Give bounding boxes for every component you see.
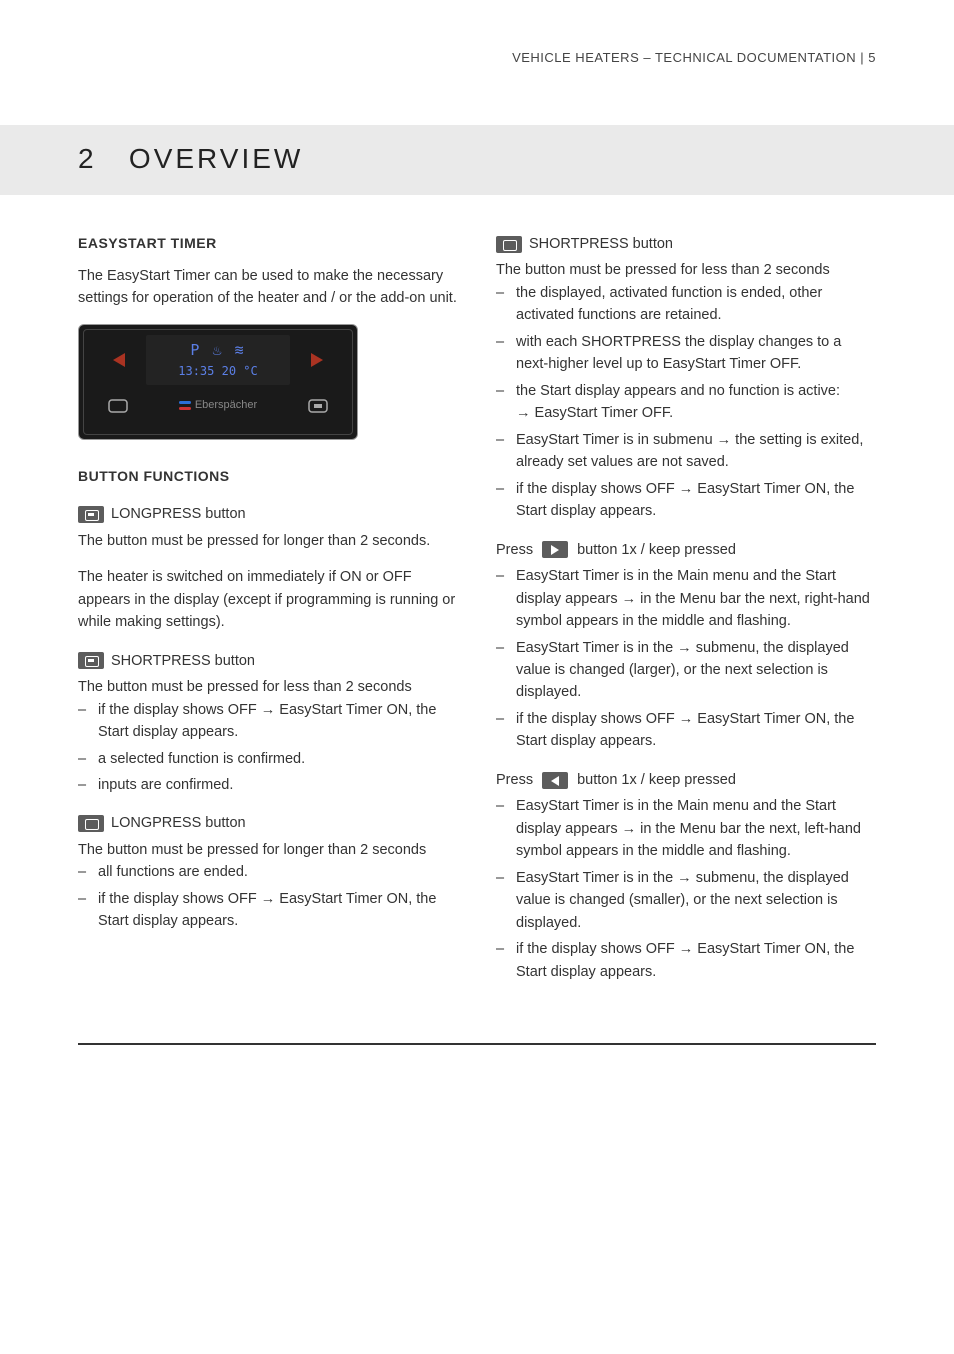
shortpress1-label: SHORTPRESS button — [111, 650, 255, 672]
list-item: inputs are confirmed. — [78, 774, 458, 796]
press-prefix: Press — [496, 539, 533, 561]
list-item: all functions are ended. — [78, 861, 458, 883]
back-button-icon — [496, 236, 522, 253]
list-subline: → EasyStart Timer OFF. — [516, 402, 876, 424]
list-item: EasyStart Timer is in the Main menu and … — [496, 565, 876, 632]
section-heading-easystart: EASYSTART TIMER — [78, 233, 458, 255]
shortpress2-label: SHORTPRESS button — [529, 233, 673, 255]
chapter-number: 2 — [78, 143, 97, 174]
back-button-icon — [78, 815, 104, 832]
list-item: if the display shows OFF → EasyStart Tim… — [78, 888, 458, 933]
forward-list: EasyStart Timer is in the Main menu and … — [496, 565, 876, 753]
device-left-arrow-icon — [90, 353, 146, 367]
list-item: EasyStart Timer is in the → submenu, the… — [496, 637, 876, 704]
longpress2-label: LONGPRESS button — [111, 812, 246, 834]
list-item: if the display shows OFF → EasyStart Tim… — [496, 708, 876, 753]
list-item: with each SHORTPRESS the display changes… — [496, 331, 876, 376]
right-arrow-icon — [542, 541, 568, 558]
section-heading-buttons: BUTTON FUNCTIONS — [78, 466, 458, 488]
brand-logo-icon — [179, 400, 191, 412]
longpress2-list: all functions are ended. if the display … — [78, 861, 458, 932]
list-item: the Start display appears and no functio… — [496, 380, 876, 425]
list-item: a selected function is confirmed. — [78, 748, 458, 770]
press-suffix: button 1x / keep pressed — [577, 769, 736, 791]
brand-text: Eberspächer — [195, 397, 257, 414]
lcd-line2: 13:35 20 °C — [146, 362, 290, 381]
list-item: if the display shows OFF → EasyStart Tim… — [496, 478, 876, 523]
list-item: EasyStart Timer is in the → submenu, the… — [496, 867, 876, 934]
list-item: EasyStart Timer is in the Main menu and … — [496, 795, 876, 862]
lcd-line1: P ♨ ≋ — [146, 339, 290, 362]
longpress2-p1: The button must be pressed for longer th… — [78, 839, 458, 861]
device-illustration: P ♨ ≋ 13:35 20 °C Ebers — [78, 324, 358, 440]
longpress1-p1: The button must be pressed for longer th… — [78, 530, 458, 552]
list-item: EasyStart Timer is in submenu → the sett… — [496, 429, 876, 474]
ok-button-icon — [78, 506, 104, 523]
device-right-arrow-icon — [290, 353, 346, 367]
press-suffix: button 1x / keep pressed — [577, 539, 736, 561]
shortpress1-p1: The button must be pressed for less than… — [78, 676, 458, 698]
left-arrow-icon — [542, 772, 568, 789]
device-brand: Eberspächer — [146, 397, 290, 414]
shortpress2-list: the displayed, activated function is end… — [496, 282, 876, 523]
ok-button-icon — [78, 652, 104, 669]
shortpress2-p1: The button must be pressed for less than… — [496, 259, 876, 281]
footer-rule — [78, 1043, 876, 1045]
list-item: if the display shows OFF → EasyStart Tim… — [496, 938, 876, 983]
device-ok-button-icon — [290, 398, 346, 414]
chapter-title-text: OVERVIEW — [129, 143, 303, 174]
intro-paragraph: The EasyStart Timer can be used to make … — [78, 265, 458, 310]
right-column: SHORTPRESS button The button must be pre… — [496, 233, 876, 987]
longpress1-p2: The heater is switched on immediately if… — [78, 566, 458, 633]
list-item: if the display shows OFF → EasyStart Tim… — [78, 699, 458, 744]
device-lcd: P ♨ ≋ 13:35 20 °C — [146, 335, 290, 385]
page-header: VEHICLE HEATERS – TECHNICAL DOCUMENTATIO… — [78, 50, 876, 65]
back-list: EasyStart Timer is in the Main menu and … — [496, 795, 876, 983]
device-back-button-icon — [90, 398, 146, 414]
longpress-label: LONGPRESS button — [111, 503, 246, 525]
shortpress1-list: if the display shows OFF → EasyStart Tim… — [78, 699, 458, 797]
list-item: the displayed, activated function is end… — [496, 282, 876, 327]
chapter-title-band: 2 OVERVIEW — [0, 125, 954, 195]
left-column: EASYSTART TIMER The EasyStart Timer can … — [78, 233, 458, 987]
press-prefix: Press — [496, 769, 533, 791]
